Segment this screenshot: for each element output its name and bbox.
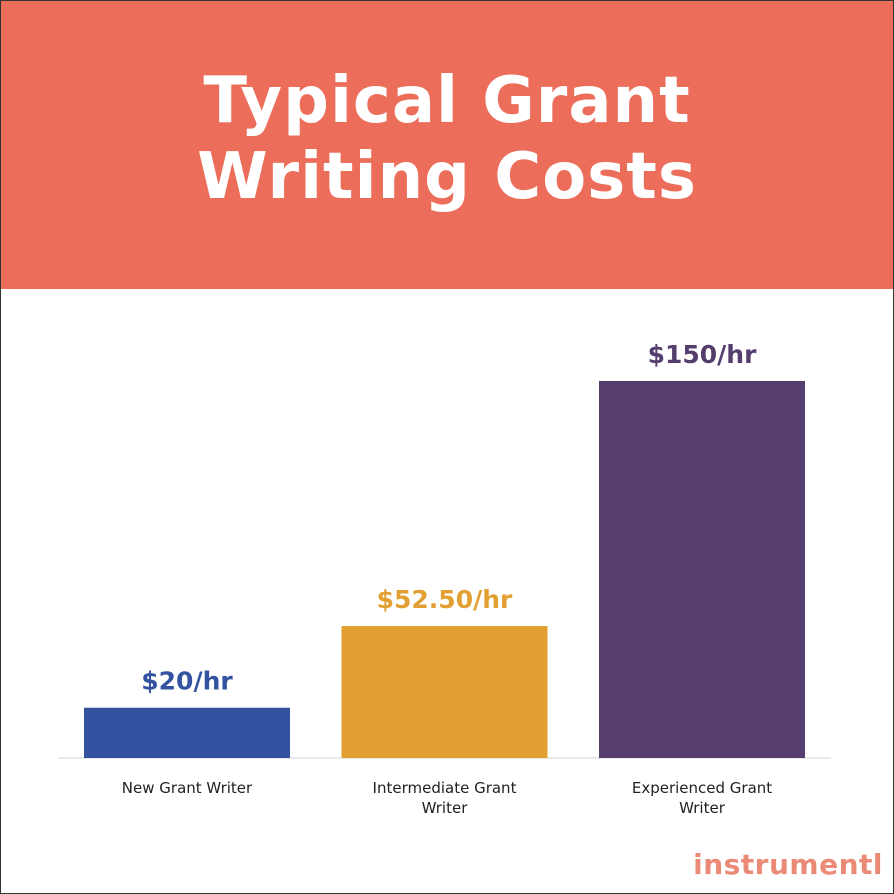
x-tick-label: New Grant Writer [121,779,253,797]
value-label: $150/hr [648,340,758,369]
x-tick-label: Experienced Grant Writer [631,779,773,817]
brand-logo: instrumentl [693,848,883,881]
bar [84,707,290,758]
value-label: $20/hr [141,667,233,696]
value-label: $52.50/hr [377,585,513,614]
chart-title: Typical Grant Writing Costs [197,64,697,214]
x-tick-label: Intermediate Grant Writer [372,779,517,817]
header-banner: Typical Grant Writing Costs [1,1,893,289]
bar [341,626,548,758]
bar [599,381,805,758]
